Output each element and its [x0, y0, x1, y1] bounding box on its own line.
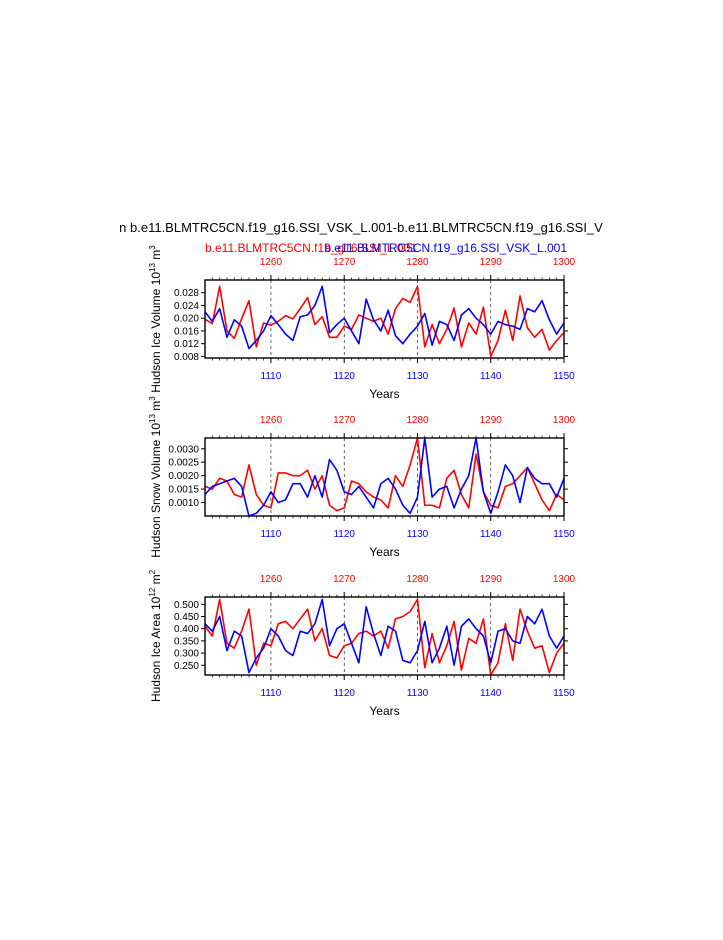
y-tick-label: 0.450: [174, 612, 199, 623]
y-tick-label: 0.020: [174, 314, 199, 325]
x-tick-label-bottom: 1140: [480, 688, 502, 699]
y-label-text: m: [149, 574, 163, 587]
series-line-red: [204, 437, 565, 512]
y-tick-label: 0.350: [174, 636, 199, 647]
x-tick-label-top: 1260: [260, 574, 283, 585]
x-tick-label-top: 1290: [480, 415, 503, 426]
x-tick-label-top: 1260: [260, 257, 283, 268]
x-tick-label-top: 1280: [406, 257, 429, 268]
x-tick-label-bottom: 1140: [480, 529, 502, 540]
y-tick-label: 0.012: [174, 339, 199, 350]
x-tick-label-top: 1260: [260, 415, 283, 426]
x-tick-label-bottom: 1130: [407, 371, 429, 382]
x-tick-label-bottom: 1110: [261, 371, 282, 382]
series-line-blue: [204, 285, 565, 350]
x-tick-label-bottom: 1120: [333, 529, 355, 540]
x-tick-label-top: 1290: [480, 574, 503, 585]
x-axis-label: Years: [369, 387, 399, 401]
y-label-superscript: 3: [148, 245, 157, 250]
y-label-superscript: 3: [148, 396, 157, 401]
y-label-superscript: 2: [148, 569, 157, 574]
main-title: n b.e11.BLMTRC5CN.f19_g16.SSI_VSK_L.001-…: [119, 220, 603, 235]
x-tick-label-top: 1270: [333, 574, 356, 585]
x-tick-label-bottom: 1110: [261, 529, 282, 540]
x-tick-label-top: 1300: [553, 415, 576, 426]
series-line-blue: [204, 437, 565, 517]
y-axis-label: Hudson Ice Volume 1013 m3: [148, 245, 163, 393]
series-line-blue: [204, 598, 565, 674]
x-tick-label-top: 1280: [406, 415, 429, 426]
y-label-superscript: 12: [148, 587, 157, 596]
plot-frame: [204, 279, 565, 359]
y-tick-label: 0.400: [174, 624, 199, 635]
y-label-text: m: [149, 250, 163, 263]
y-tick-label: 0.300: [174, 649, 199, 660]
x-tick-label-bottom: 1140: [480, 371, 502, 382]
y-tick-label: 0.0025: [168, 458, 199, 469]
series-legend: b.e11.BLMTRC5CN.f19_g16.SSI_L.001 b.e11.…: [205, 241, 567, 255]
y-tick-label: 0.008: [174, 352, 199, 363]
x-tick-label-top: 1300: [553, 574, 576, 585]
y-tick-label: 0.250: [174, 661, 199, 672]
panel-2: 0.0010 0.0015 0.0020 0.0025 0.0030 1110 1120 11…: [148, 396, 576, 559]
x-tick-label-bottom: 1110: [261, 688, 282, 699]
y-tick-label: 0.0030: [168, 444, 199, 455]
y-label-text: Hudson Ice Volume 10: [149, 272, 163, 393]
x-tick-label-bottom: 1150: [553, 371, 575, 382]
x-tick-label-bottom: 1150: [553, 688, 575, 699]
x-tick-label-bottom: 1130: [407, 529, 429, 540]
y-label-superscript: 13: [148, 414, 157, 423]
y-tick-label: 0.0020: [168, 471, 199, 482]
legend-blue-run: b.e11.BLMTRC5CN.f19_g16.SSI_VSK_L.001: [324, 241, 567, 255]
x-tick-label-top: 1300: [553, 257, 576, 268]
y-tick-label: 0.028: [174, 288, 199, 299]
y-axis-label: Hudson Ice Area 1012 m2: [148, 569, 163, 702]
y-label-text: m: [149, 401, 163, 414]
x-tick-label-top: 1270: [333, 415, 356, 426]
x-tick-label-bottom: 1120: [333, 371, 355, 382]
x-axis-label: Years: [369, 545, 399, 559]
y-label-text: Hudson Snow Volume 10: [149, 423, 163, 558]
y-axis-label: Hudson Snow Volume 1013 m3: [148, 396, 163, 558]
y-label-text: Hudson Ice Area 10: [149, 596, 163, 702]
y-label-superscript: 13: [148, 263, 157, 272]
y-tick-label: 0.500: [174, 600, 199, 611]
x-axis-label: Years: [369, 704, 399, 718]
y-tick-label: 0.0010: [168, 498, 199, 509]
x-tick-label-top: 1270: [333, 257, 356, 268]
plot-frame: [204, 437, 565, 517]
plot-frame: [204, 596, 565, 676]
x-tick-label-bottom: 1150: [553, 529, 575, 540]
series-line-red: [204, 285, 565, 358]
legend-red-run: b.e11.BLMTRC5CN.f19_g16.SSI_L.001: [205, 241, 417, 255]
x-tick-label-top: 1280: [406, 574, 429, 585]
y-tick-label: 0.024: [174, 301, 199, 312]
x-tick-label-bottom: 1120: [333, 688, 355, 699]
y-tick-label: 0.0015: [168, 485, 199, 496]
y-tick-label: 0.016: [174, 326, 199, 337]
x-tick-label-bottom: 1130: [407, 688, 429, 699]
x-tick-label-top: 1290: [480, 257, 503, 268]
